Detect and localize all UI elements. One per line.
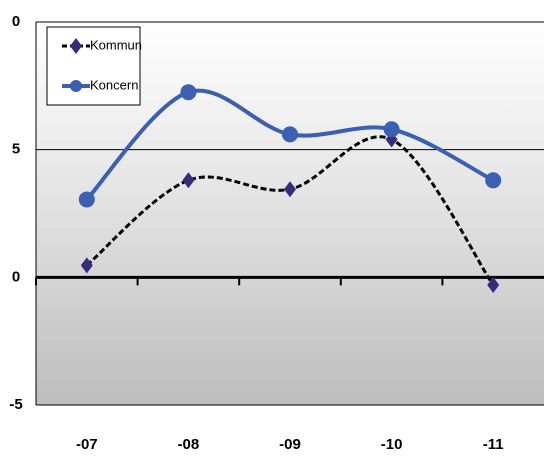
data-point — [282, 126, 298, 143]
legend-marker — [70, 80, 82, 92]
y-tick-label: 0 — [12, 13, 20, 30]
data-point — [487, 276, 500, 293]
legend-box — [46, 26, 141, 106]
data-point — [180, 84, 197, 101]
data-point — [80, 257, 93, 274]
legend-label: Koncern — [90, 77, 138, 92]
data-point — [485, 172, 502, 189]
x-tick-label: -11 — [483, 436, 504, 453]
x-tick-label: -10 — [381, 436, 403, 453]
data-point — [383, 121, 400, 138]
series-line — [85, 135, 495, 286]
x-tick-label: -09 — [279, 436, 301, 453]
data-point — [284, 181, 296, 198]
legend-marker — [70, 38, 82, 54]
x-tick-label: -08 — [178, 436, 200, 453]
data-point — [182, 172, 195, 189]
y-tick-label: -5 — [9, 396, 22, 413]
y-tick-label: 0 — [12, 268, 20, 285]
legend-label: Kommun — [90, 37, 142, 52]
y-tick-label: 5 — [12, 141, 20, 158]
data-point — [78, 191, 95, 208]
x-tick-label: -07 — [76, 436, 98, 453]
